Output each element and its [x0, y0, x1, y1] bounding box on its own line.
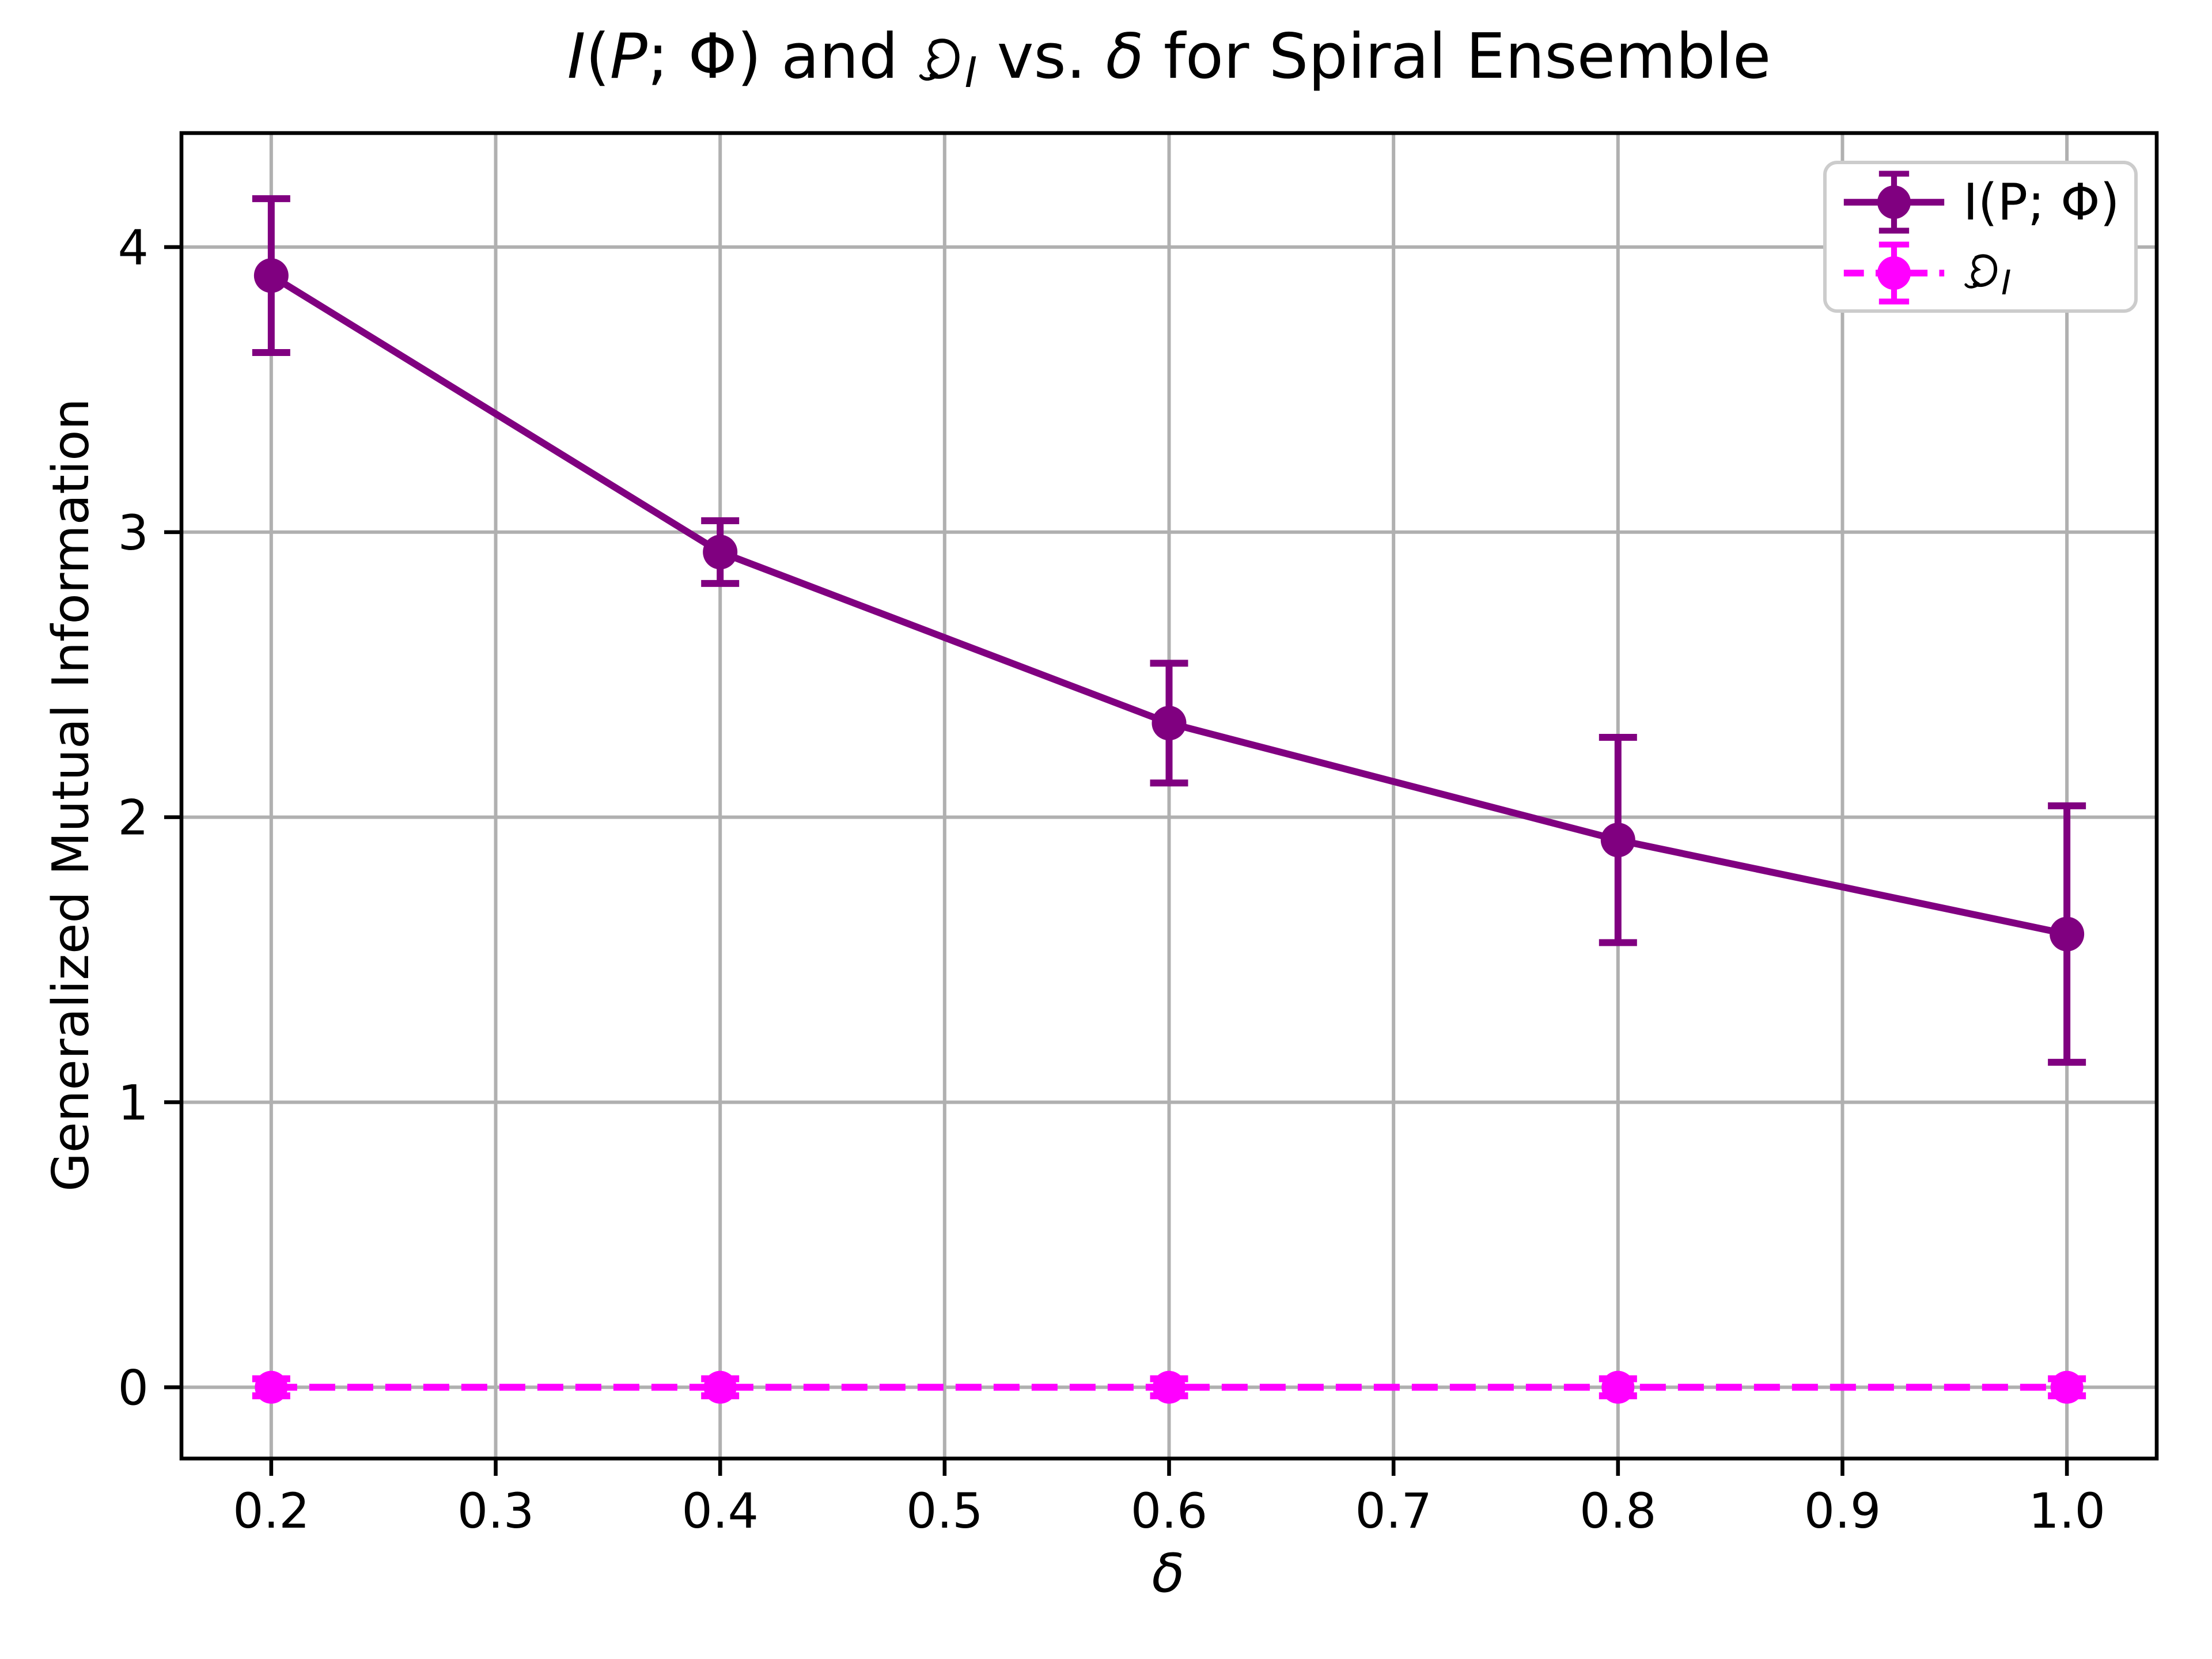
title-text: (	[585, 22, 610, 93]
x-tick-label: 0.4	[681, 1483, 759, 1539]
y-axis-label: Generalized Mutual Information	[41, 398, 100, 1192]
series-1	[252, 1370, 2086, 1404]
legend-entry-0: I(P; Φ)	[1840, 166, 2120, 237]
x-tick-label: 0.3	[457, 1483, 535, 1539]
title-text: P	[609, 22, 647, 93]
data-point-marker	[703, 535, 738, 570]
y-tick-label: 2	[118, 790, 149, 846]
data-point-marker	[2050, 1370, 2084, 1404]
legend-errorbar-sample	[1843, 170, 1945, 233]
y-tick-label: 3	[118, 505, 149, 561]
y-tick-label: 4	[118, 219, 149, 276]
data-point-marker	[1601, 1370, 1635, 1404]
legend-entry-1: I	[1840, 237, 2120, 308]
legend-sample-part	[1877, 255, 1911, 289]
legend-errorbar-sample	[1843, 241, 1945, 304]
data-point-marker	[703, 1370, 737, 1404]
x-tick-label: 0.7	[1355, 1483, 1432, 1539]
axes-spines	[179, 131, 2159, 1461]
data-point-marker	[255, 1370, 288, 1404]
title-text: Φ	[688, 22, 737, 93]
title-text: )	[2100, 172, 2120, 231]
title-text: I	[567, 22, 586, 93]
title-text: for Spiral Ensemble	[1143, 22, 1771, 93]
title-text: ;	[647, 22, 688, 93]
fraktur-D	[1963, 241, 2001, 300]
legend-label: I(P; Φ)	[1963, 172, 2120, 231]
x-tick-label: 0.2	[233, 1483, 310, 1539]
y-tick-label: 1	[118, 1074, 149, 1131]
data-point-marker	[2050, 916, 2085, 952]
fraktur-D	[918, 22, 965, 93]
series-0	[252, 195, 2086, 1066]
fraktur-D-glyph	[1964, 255, 1998, 289]
title-text: δ	[1105, 22, 1144, 93]
y-tick-label: 0	[118, 1359, 149, 1416]
legend: I(P; Φ) I	[1823, 161, 2138, 313]
title-text: P	[1997, 172, 2028, 231]
legend-label: I	[1963, 241, 2011, 304]
title-text: ;	[2028, 172, 2061, 231]
x-tick-label: 0.5	[906, 1483, 983, 1539]
title-text: I	[1963, 172, 1978, 231]
subscript-text: I	[964, 47, 978, 98]
title-text: and	[761, 22, 918, 93]
data-point-marker	[253, 258, 289, 293]
title-text: Φ	[2061, 172, 2100, 231]
title-text: )	[737, 22, 762, 93]
x-tick-label: 0.9	[1804, 1483, 1881, 1539]
x-axis-label: δ	[1152, 1543, 1185, 1605]
data-point-marker	[1153, 1370, 1185, 1404]
title-text: (	[1978, 172, 1998, 231]
x-tick-label: 0.6	[1131, 1483, 1208, 1539]
title-text: vs.	[977, 22, 1106, 93]
x-tick-label: 1.0	[2028, 1483, 2105, 1539]
legend-sample-part	[1877, 184, 1911, 218]
data-point-marker	[1600, 823, 1635, 858]
subscript-text: I	[2001, 263, 2012, 304]
data-point-marker	[1152, 706, 1187, 741]
x-tick-label: 0.8	[1580, 1483, 1657, 1539]
chart-title: I(P; Φ) and I vs. δ for Spiral Ensemble	[181, 21, 2157, 111]
fraktur-D-glyph	[919, 39, 960, 81]
